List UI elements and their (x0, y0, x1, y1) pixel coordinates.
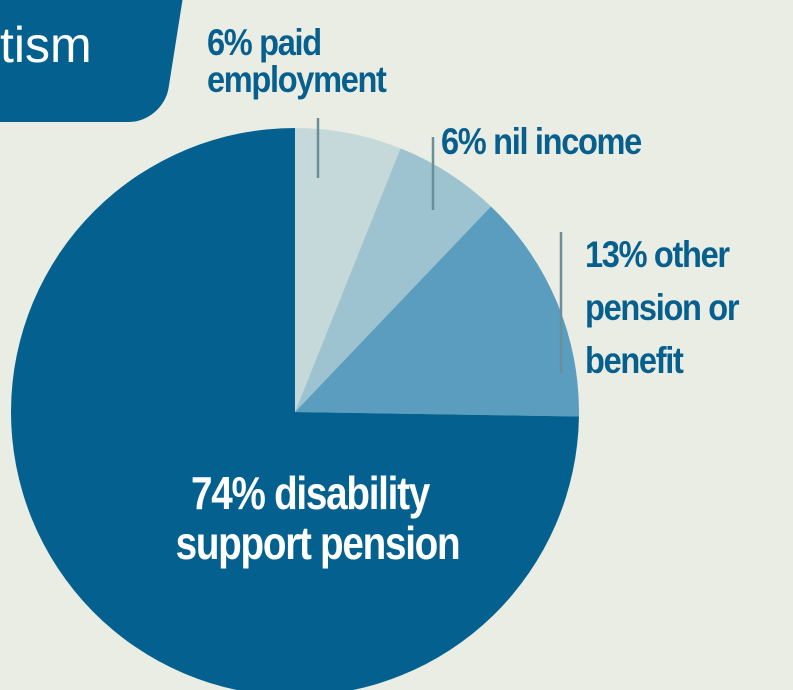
title-text: vice tism (0, 0, 92, 73)
pie-slice-paid-employment (295, 128, 401, 412)
slice-label-disability-pension: 74% disability support pension (175, 467, 461, 569)
slice-label-nil-income: 6% nil income (441, 121, 642, 162)
slice-label-other-pension: 13% other pension or benefit (585, 234, 740, 381)
pie-slice-nil-income (295, 148, 491, 412)
slice-label-paid-employment: 6% paid employment (207, 22, 387, 100)
pie-slice-disability-pension (11, 128, 579, 690)
pie-slice-other-pension (295, 206, 579, 417)
